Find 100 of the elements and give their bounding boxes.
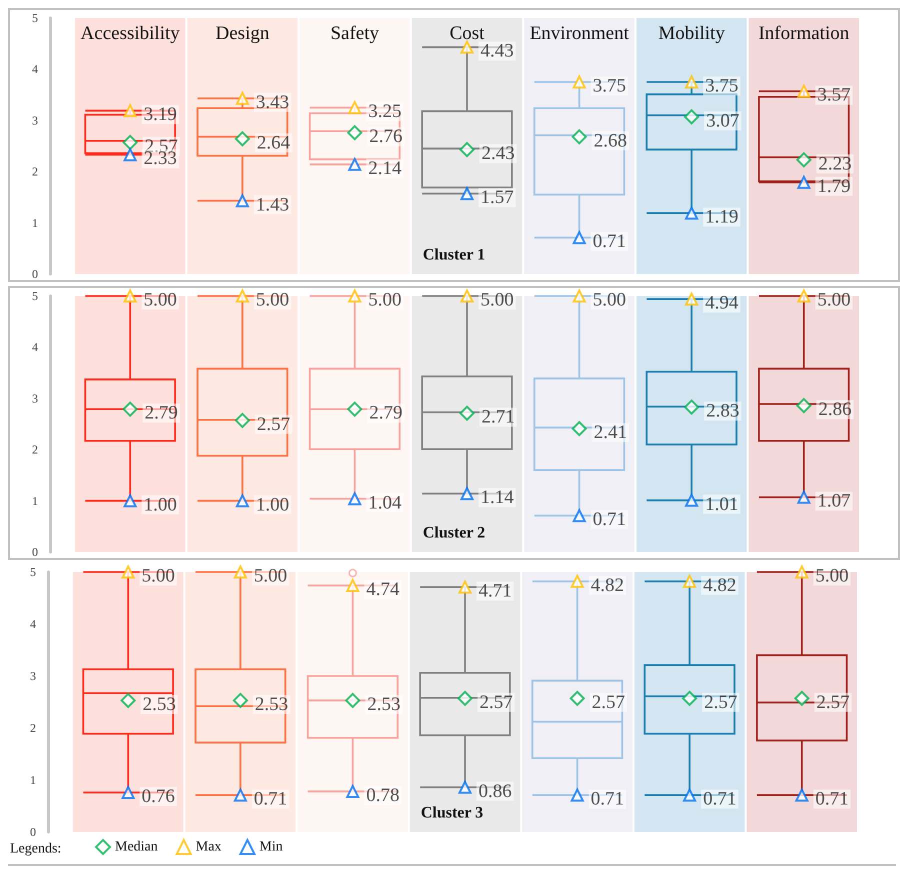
point [683, 574, 696, 588]
y-tick-label: 2 [32, 164, 38, 179]
x-tick-label: Information [758, 23, 850, 44]
point [458, 580, 472, 594]
y-tick-label: 4 [32, 62, 38, 76]
point [124, 494, 137, 508]
point [346, 579, 360, 592]
data-label: 2.43 [482, 143, 515, 164]
point [572, 290, 586, 302]
y-tick-label: 0 [32, 545, 38, 559]
point [122, 566, 135, 578]
point [684, 400, 700, 415]
data-label: 5.00 [817, 290, 851, 310]
point [236, 290, 249, 302]
point [460, 187, 474, 200]
text: Cluster 1 [422, 246, 486, 264]
data-label: 4.71 [478, 580, 512, 602]
point [348, 290, 362, 302]
point [122, 402, 138, 417]
data-label: 2.68 [594, 130, 628, 152]
point [796, 398, 812, 414]
data-label: 5.00 [815, 566, 849, 586]
data-label: 2.23 [818, 153, 852, 174]
point [570, 574, 584, 588]
legend-title: Legends: [10, 842, 62, 856]
x-tick-label: Safety [330, 23, 380, 44]
point [120, 692, 136, 708]
point [572, 129, 587, 144]
data-label: 2.57 [816, 692, 850, 713]
data-label: 2.71 [482, 406, 515, 428]
point [685, 206, 698, 220]
data-label: 1.43 [256, 194, 290, 216]
point [124, 290, 137, 302]
data-label: 0.71 [592, 509, 626, 530]
data-label: 2.41 [594, 422, 628, 444]
y-tick-label: 2 [30, 721, 36, 735]
point [460, 40, 474, 54]
point [572, 76, 586, 88]
data-label: 2.83 [706, 400, 740, 422]
point [348, 492, 362, 506]
data-label: 1.14 [480, 487, 514, 508]
data-label: 2.86 [818, 399, 852, 420]
data-label: 3.07 [706, 110, 740, 132]
point [124, 104, 137, 118]
y-tick-label: 5 [30, 565, 36, 579]
data-label: 3.75 [705, 76, 738, 96]
data-label: 0.76 [142, 786, 175, 807]
y-tick-label: 1 [30, 773, 36, 787]
data-label: 1.79 [817, 176, 851, 197]
point [684, 109, 700, 124]
data-label: 4.74 [366, 579, 400, 600]
data-label: 3.43 [256, 92, 290, 113]
data-label: 1.19 [705, 206, 738, 228]
data-label: 0.71 [703, 788, 736, 810]
data-label: 4.43 [480, 40, 514, 62]
x-tick-label: Design [216, 23, 270, 44]
data-label: 2.57 [704, 692, 738, 713]
point [347, 125, 362, 140]
data-label: 5.00 [142, 566, 175, 586]
legend-label: Min [259, 840, 283, 854]
y-tick-label: 5 [32, 11, 38, 25]
point [460, 406, 474, 421]
point [236, 194, 249, 208]
x-tick-label: Mobility [658, 23, 726, 44]
y-tick-label: 1 [32, 216, 38, 230]
data-label: 1.04 [368, 492, 402, 514]
point [460, 290, 474, 302]
point [572, 231, 586, 244]
legend-label: Median [115, 840, 158, 854]
point [685, 292, 698, 306]
data-label: 5.00 [256, 290, 290, 310]
data-label: 1.57 [480, 187, 514, 208]
point [236, 494, 249, 508]
data-label: 0.71 [815, 788, 849, 810]
point [797, 176, 810, 189]
data-label: 2.57 [256, 414, 290, 435]
point [682, 690, 698, 706]
data-label: 1.01 [705, 494, 738, 515]
data-label: 5.00 [368, 290, 402, 310]
point [796, 152, 812, 168]
data-label: 1.00 [256, 494, 290, 516]
data-label: 4.94 [705, 292, 739, 314]
data-label: 2.53 [254, 694, 288, 715]
data-label: 5.00 [480, 290, 514, 310]
data-label: 2.53 [142, 694, 176, 715]
point [234, 131, 250, 146]
point [346, 784, 360, 798]
data-label: 5.00 [144, 290, 177, 310]
data-label: 4.82 [703, 574, 736, 596]
y-tick-label: 5 [32, 289, 38, 303]
y-tick-label: 3 [32, 391, 38, 406]
point [572, 509, 586, 522]
y-tick-label: 3 [32, 113, 38, 128]
data-label: 3.19 [144, 104, 177, 126]
point [345, 692, 360, 708]
data-label: 5.00 [592, 290, 626, 310]
y-tick-label: 2 [32, 442, 38, 457]
data-label: 3.57 [817, 84, 851, 106]
point [348, 101, 362, 114]
data-label: 0.71 [590, 788, 624, 810]
